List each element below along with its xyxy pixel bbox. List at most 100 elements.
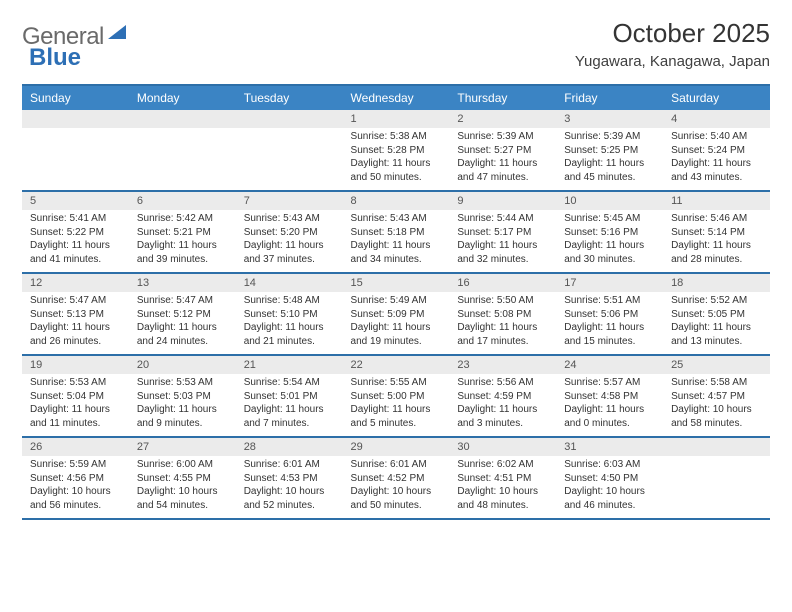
sunset-text: Sunset: 4:52 PM <box>351 472 442 486</box>
daylight-text: Daylight: 11 hours and 30 minutes. <box>564 239 655 266</box>
sunset-text: Sunset: 5:10 PM <box>244 308 335 322</box>
daylight-text: Daylight: 11 hours and 37 minutes. <box>244 239 335 266</box>
sunset-text: Sunset: 5:24 PM <box>671 144 762 158</box>
daylight-text: Daylight: 10 hours and 46 minutes. <box>564 485 655 512</box>
day-body: Sunrise: 5:49 AMSunset: 5:09 PMDaylight:… <box>343 292 450 354</box>
day-body: Sunrise: 6:00 AMSunset: 4:55 PMDaylight:… <box>129 456 236 518</box>
day-body: Sunrise: 5:40 AMSunset: 5:24 PMDaylight:… <box>663 128 770 190</box>
sunset-text: Sunset: 4:59 PM <box>457 390 548 404</box>
day-number <box>22 110 129 128</box>
sunrise-text: Sunrise: 6:02 AM <box>457 458 548 472</box>
calendar-day-cell: 19Sunrise: 5:53 AMSunset: 5:04 PMDayligh… <box>22 355 129 437</box>
day-body: Sunrise: 5:53 AMSunset: 5:04 PMDaylight:… <box>22 374 129 436</box>
weekday-header: Wednesday <box>343 85 450 110</box>
calendar-day-cell: 23Sunrise: 5:56 AMSunset: 4:59 PMDayligh… <box>449 355 556 437</box>
day-body: Sunrise: 5:47 AMSunset: 5:12 PMDaylight:… <box>129 292 236 354</box>
calendar-day-cell: 6Sunrise: 5:42 AMSunset: 5:21 PMDaylight… <box>129 191 236 273</box>
sunrise-text: Sunrise: 5:47 AM <box>137 294 228 308</box>
day-number: 27 <box>129 438 236 456</box>
daylight-text: Daylight: 11 hours and 0 minutes. <box>564 403 655 430</box>
sunrise-text: Sunrise: 5:49 AM <box>351 294 442 308</box>
daylight-text: Daylight: 11 hours and 24 minutes. <box>137 321 228 348</box>
sunrise-text: Sunrise: 5:45 AM <box>564 212 655 226</box>
daylight-text: Daylight: 11 hours and 21 minutes. <box>244 321 335 348</box>
day-number: 17 <box>556 274 663 292</box>
sunset-text: Sunset: 5:13 PM <box>30 308 121 322</box>
daylight-text: Daylight: 11 hours and 50 minutes. <box>351 157 442 184</box>
calendar-day-cell: 15Sunrise: 5:49 AMSunset: 5:09 PMDayligh… <box>343 273 450 355</box>
weekday-header: Saturday <box>663 85 770 110</box>
calendar-week-row: 5Sunrise: 5:41 AMSunset: 5:22 PMDaylight… <box>22 191 770 273</box>
sunset-text: Sunset: 5:01 PM <box>244 390 335 404</box>
daylight-text: Daylight: 10 hours and 48 minutes. <box>457 485 548 512</box>
calendar-day-cell: 24Sunrise: 5:57 AMSunset: 4:58 PMDayligh… <box>556 355 663 437</box>
day-number: 29 <box>343 438 450 456</box>
day-body: Sunrise: 5:48 AMSunset: 5:10 PMDaylight:… <box>236 292 343 354</box>
day-number: 16 <box>449 274 556 292</box>
sunset-text: Sunset: 5:04 PM <box>30 390 121 404</box>
sunrise-text: Sunrise: 5:47 AM <box>30 294 121 308</box>
daylight-text: Daylight: 11 hours and 43 minutes. <box>671 157 762 184</box>
weekday-header: Thursday <box>449 85 556 110</box>
day-body: Sunrise: 5:42 AMSunset: 5:21 PMDaylight:… <box>129 210 236 272</box>
daylight-text: Daylight: 11 hours and 47 minutes. <box>457 157 548 184</box>
daylight-text: Daylight: 10 hours and 56 minutes. <box>30 485 121 512</box>
sunrise-text: Sunrise: 5:39 AM <box>564 130 655 144</box>
day-number: 18 <box>663 274 770 292</box>
calendar-day-cell: 30Sunrise: 6:02 AMSunset: 4:51 PMDayligh… <box>449 437 556 519</box>
sunrise-text: Sunrise: 6:01 AM <box>351 458 442 472</box>
calendar-day-cell: 21Sunrise: 5:54 AMSunset: 5:01 PMDayligh… <box>236 355 343 437</box>
day-number: 23 <box>449 356 556 374</box>
day-body: Sunrise: 5:51 AMSunset: 5:06 PMDaylight:… <box>556 292 663 354</box>
day-number: 31 <box>556 438 663 456</box>
daylight-text: Daylight: 11 hours and 13 minutes. <box>671 321 762 348</box>
calendar-day-cell: 13Sunrise: 5:47 AMSunset: 5:12 PMDayligh… <box>129 273 236 355</box>
calendar-day-cell: 25Sunrise: 5:58 AMSunset: 4:57 PMDayligh… <box>663 355 770 437</box>
daylight-text: Daylight: 10 hours and 50 minutes. <box>351 485 442 512</box>
sunset-text: Sunset: 5:00 PM <box>351 390 442 404</box>
daylight-text: Daylight: 10 hours and 54 minutes. <box>137 485 228 512</box>
day-number: 11 <box>663 192 770 210</box>
sunrise-text: Sunrise: 5:57 AM <box>564 376 655 390</box>
day-number: 8 <box>343 192 450 210</box>
day-body <box>236 128 343 186</box>
calendar-day-cell: 22Sunrise: 5:55 AMSunset: 5:00 PMDayligh… <box>343 355 450 437</box>
sunrise-text: Sunrise: 5:58 AM <box>671 376 762 390</box>
sunrise-text: Sunrise: 5:54 AM <box>244 376 335 390</box>
sunrise-text: Sunrise: 5:40 AM <box>671 130 762 144</box>
day-number: 13 <box>129 274 236 292</box>
daylight-text: Daylight: 11 hours and 19 minutes. <box>351 321 442 348</box>
sunrise-text: Sunrise: 5:56 AM <box>457 376 548 390</box>
day-body: Sunrise: 5:46 AMSunset: 5:14 PMDaylight:… <box>663 210 770 272</box>
sunrise-text: Sunrise: 6:01 AM <box>244 458 335 472</box>
sunrise-text: Sunrise: 5:42 AM <box>137 212 228 226</box>
calendar-day-cell: 28Sunrise: 6:01 AMSunset: 4:53 PMDayligh… <box>236 437 343 519</box>
sunset-text: Sunset: 4:55 PM <box>137 472 228 486</box>
calendar-week-row: 19Sunrise: 5:53 AMSunset: 5:04 PMDayligh… <box>22 355 770 437</box>
day-body: Sunrise: 5:41 AMSunset: 5:22 PMDaylight:… <box>22 210 129 272</box>
calendar-day-cell <box>22 110 129 191</box>
sunrise-text: Sunrise: 5:53 AM <box>137 376 228 390</box>
calendar-day-cell: 20Sunrise: 5:53 AMSunset: 5:03 PMDayligh… <box>129 355 236 437</box>
sunset-text: Sunset: 5:17 PM <box>457 226 548 240</box>
day-number: 1 <box>343 110 450 128</box>
day-number: 10 <box>556 192 663 210</box>
calendar-day-cell: 2Sunrise: 5:39 AMSunset: 5:27 PMDaylight… <box>449 110 556 191</box>
day-number: 4 <box>663 110 770 128</box>
weekday-header-row: Sunday Monday Tuesday Wednesday Thursday… <box>22 85 770 110</box>
sunrise-text: Sunrise: 5:43 AM <box>351 212 442 226</box>
sunset-text: Sunset: 4:58 PM <box>564 390 655 404</box>
calendar-week-row: 12Sunrise: 5:47 AMSunset: 5:13 PMDayligh… <box>22 273 770 355</box>
daylight-text: Daylight: 10 hours and 58 minutes. <box>671 403 762 430</box>
sunset-text: Sunset: 5:22 PM <box>30 226 121 240</box>
weekday-header: Sunday <box>22 85 129 110</box>
day-body: Sunrise: 5:50 AMSunset: 5:08 PMDaylight:… <box>449 292 556 354</box>
day-body: Sunrise: 5:43 AMSunset: 5:18 PMDaylight:… <box>343 210 450 272</box>
sunset-text: Sunset: 5:25 PM <box>564 144 655 158</box>
daylight-text: Daylight: 11 hours and 9 minutes. <box>137 403 228 430</box>
sunset-text: Sunset: 5:09 PM <box>351 308 442 322</box>
day-body: Sunrise: 5:59 AMSunset: 4:56 PMDaylight:… <box>22 456 129 518</box>
calendar-day-cell: 8Sunrise: 5:43 AMSunset: 5:18 PMDaylight… <box>343 191 450 273</box>
daylight-text: Daylight: 11 hours and 26 minutes. <box>30 321 121 348</box>
day-number: 6 <box>129 192 236 210</box>
